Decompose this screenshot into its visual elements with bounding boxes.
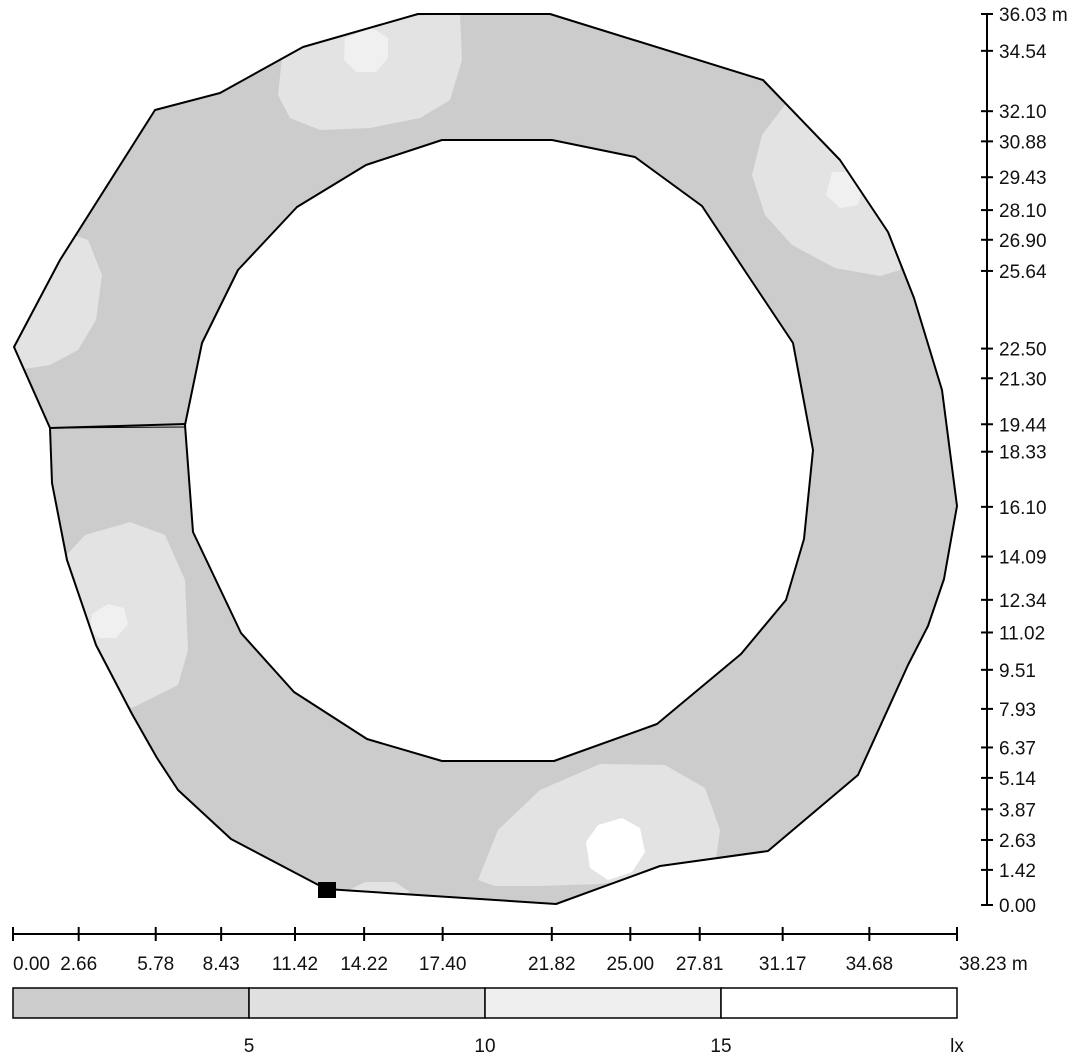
x-tick-label: 17.40 [419,954,467,975]
inner-boundary [184,139,814,762]
legend-swatch-1 [12,987,250,1019]
x-tick-label: 27.81 [676,954,724,975]
x-tick-label: 2.66 [60,954,97,975]
x-tick-label: 38.23 m [959,954,1028,975]
legend-swatch-4 [720,987,958,1019]
y-tick-label: 19.44 [999,415,1047,436]
y-tick-label: 3.87 [999,800,1036,821]
square-marker-icon [318,882,336,898]
legend-swatch-3 [484,987,722,1019]
x-tick-label: 5.78 [137,954,174,975]
y-tick-label: 18.33 [999,443,1047,464]
x-tick-label: 8.43 [203,954,240,975]
zone-15-lower-left [90,604,128,638]
y-tick-label: 11.02 [999,623,1045,644]
y-tick-label: 26.90 [999,231,1047,252]
y-tick-label: 25.64 [999,262,1047,283]
y-tick-label: 32.10 [999,102,1047,123]
y-tick-label: 16.10 [999,498,1047,519]
y-tick-label: 0.00 [999,896,1036,917]
y-tick-label: 2.63 [999,831,1036,852]
segment-divider-2 [49,426,186,429]
outer-boundary [13,13,958,905]
y-tick-label: 21.30 [999,369,1047,390]
x-tick-label: 0.00 [13,954,50,975]
y-tick-label: 29.43 [999,168,1047,189]
illuminance-legend: 5 10 15 lx [12,987,964,1057]
y-tick-label: 30.88 [999,132,1047,153]
y-tick-label: 6.37 [999,738,1036,759]
x-tick-label: 25.00 [607,954,655,975]
y-tick-label: 7.93 [999,700,1036,721]
x-axis: 0.00 2.66 5.78 8.43 11.42 14.22 17.40 21.82 25.0… [12,927,1028,975]
zone-15-bottom [586,818,645,880]
zone-10-right [752,85,900,276]
y-tick-label: 14.09 [999,548,1047,569]
legend-label-5: 5 [244,1036,255,1057]
x-tick-label: 34.68 [846,954,894,975]
y-tick-label: 22.50 [999,340,1047,361]
y-tick-label: 1.42 [999,861,1036,882]
legend-swatch-2 [248,987,486,1019]
y-tick-label: 34.54 [999,42,1047,63]
legend-label-15: 15 [710,1036,731,1057]
y-tick-label: 5.14 [999,769,1036,790]
y-tick-label: 28.10 [999,201,1047,222]
y-tick-label: 36.03 m [999,5,1068,26]
y-tick-label: 12.34 [999,591,1047,612]
x-tick-label: 21.82 [528,954,576,975]
y-tick-label: 9.51 [999,661,1036,682]
x-tick-label: 11.42 [272,954,318,975]
zone-15-top [344,28,388,72]
x-tick-label: 14.22 [340,954,388,975]
x-tick-label: 31.17 [759,954,807,975]
y-axis: 36.03 m 34.54 32.10 30.88 29.43 28.10 26.90 25.… [981,5,1068,917]
legend-label-10: 10 [474,1036,495,1057]
legend-unit-label: lx [950,1036,964,1057]
